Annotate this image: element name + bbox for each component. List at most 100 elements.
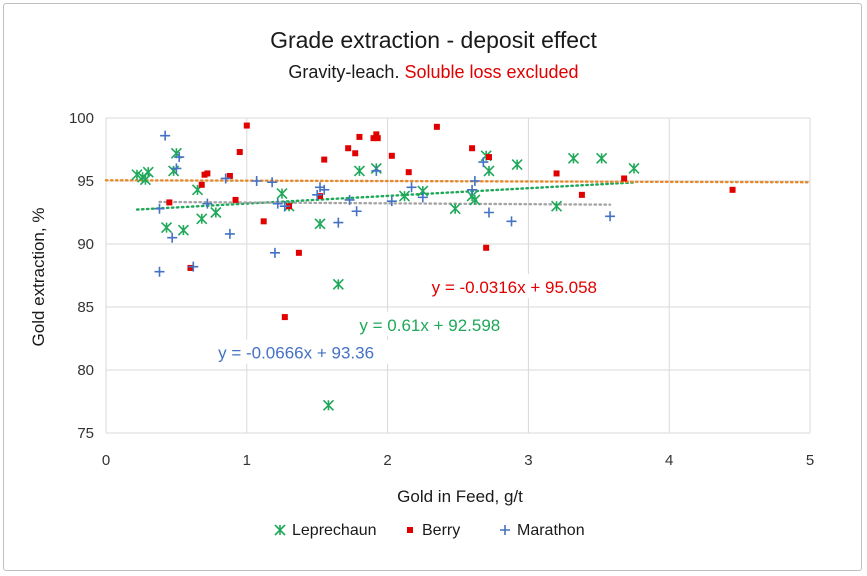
data-point-leprechaun (332, 278, 344, 290)
data-point-berry (469, 145, 476, 152)
data-point-leprechaun (449, 203, 461, 215)
data-point-berry (321, 156, 328, 163)
data-point-berry (374, 135, 381, 142)
data-point-berry (198, 181, 205, 188)
chart-subtitle: Gravity-leach. Soluble loss excluded (0, 62, 867, 83)
data-point-berry (281, 314, 288, 321)
data-point-marathon (188, 261, 199, 272)
data-point-marathon (478, 157, 489, 168)
data-point-leprechaun (276, 188, 288, 200)
legend: Leprechaun Berry Marathon (274, 522, 585, 539)
legend-marker-leprechaun (274, 524, 286, 536)
data-point-marathon (160, 130, 171, 141)
data-point-leprechaun (160, 222, 173, 234)
y-tick-label: 90 (77, 236, 94, 253)
legend-label: Leprechaun (292, 522, 377, 539)
trend-equation-berry: y = -0.0316x + 95.058 (432, 278, 597, 297)
data-point-berry (345, 145, 352, 152)
data-points (131, 122, 736, 411)
data-point-berry (317, 193, 324, 200)
data-point-berry (352, 150, 359, 157)
data-point-berry (236, 149, 243, 156)
data-point-berry (243, 122, 250, 129)
y-tick-label: 95 (77, 173, 94, 190)
x-tick-labels: 0 1 2 3 4 5 (102, 452, 814, 469)
data-point-marathon (272, 198, 283, 209)
y-axis-label: Gold extraction, % (29, 208, 48, 347)
data-point-marathon (154, 266, 165, 277)
data-point-leprechaun (210, 206, 222, 219)
data-point-marathon (506, 216, 517, 227)
data-point-leprechaun (177, 224, 190, 236)
data-point-marathon (251, 176, 262, 186)
data-point-marathon (224, 228, 235, 239)
trend-equation-bg (202, 339, 391, 364)
data-point-leprechaun (483, 165, 495, 177)
y-tick-label: 85 (77, 299, 94, 316)
data-point-marathon (344, 194, 355, 205)
data-point-marathon (154, 203, 165, 214)
data-point-berry (356, 133, 363, 140)
x-tick-label: 0 (102, 452, 110, 469)
data-point-marathon (202, 198, 213, 209)
data-point-leprechaun (511, 159, 523, 171)
data-point-berry (578, 191, 585, 198)
data-point-berry (226, 172, 233, 179)
data-point-marathon (351, 206, 362, 217)
data-point-berry (485, 154, 492, 161)
data-point-berry (187, 264, 194, 271)
grid-lines (105, 117, 811, 434)
data-point-leprechaun (353, 165, 366, 177)
data-point-leprechaun (567, 152, 580, 164)
subtitle-prefix: Gravity-leach. (288, 62, 405, 82)
data-point-marathon (386, 196, 397, 207)
data-point-marathon (371, 165, 382, 176)
data-point-marathon (174, 152, 185, 163)
trend-equations: y = 0.61x + 92.598 y = -0.0316x + 95.058 y… (202, 274, 609, 364)
series-marathon (154, 130, 616, 277)
x-tick-label: 3 (524, 452, 532, 469)
x-tick-label: 5 (806, 452, 814, 469)
data-point-marathon (417, 192, 428, 203)
data-point-leprechaun (142, 166, 154, 178)
data-point-berry (405, 169, 412, 176)
data-point-berry (260, 218, 267, 225)
data-point-berry (166, 199, 173, 206)
data-point-marathon (315, 182, 326, 193)
y-tick-label: 75 (77, 425, 94, 442)
data-point-leprechaun (628, 162, 640, 174)
data-point-marathon (319, 184, 330, 195)
data-point-marathon (167, 232, 178, 243)
data-point-marathon (171, 163, 182, 174)
legend-marker-berry (407, 527, 413, 533)
trend-equation-bg (335, 311, 524, 336)
trend-equation-marathon: y = -0.0666x + 93.36 (218, 344, 374, 363)
data-point-leprechaun (596, 152, 608, 164)
data-point-leprechaun (314, 218, 326, 230)
data-point-berry (370, 135, 377, 142)
data-point-marathon (333, 217, 344, 228)
legend-label: Marathon (517, 522, 585, 539)
data-point-berry (483, 244, 490, 251)
legend-item-leprechaun: Leprechaun (274, 522, 377, 539)
data-point-berry (729, 186, 736, 193)
y-tick-labels: 75 80 85 90 95 100 (69, 110, 94, 442)
y-tick-label: 80 (77, 362, 94, 379)
data-point-berry (373, 131, 380, 138)
data-point-marathon (279, 201, 290, 212)
legend-marker-marathon (500, 525, 510, 535)
data-point-marathon (469, 176, 480, 186)
legend-item-marathon: Marathon (500, 522, 585, 539)
data-point-berry (204, 170, 211, 177)
data-point-leprechaun (131, 169, 143, 181)
data-point-leprechaun (550, 200, 563, 212)
data-point-leprechaun (398, 190, 411, 202)
data-point-berry (295, 249, 302, 256)
data-point-marathon (605, 211, 616, 222)
legend-label: Berry (422, 522, 460, 539)
x-tick-label: 1 (243, 452, 251, 469)
data-point-marathon (483, 207, 494, 218)
trend-equation-leprechaun: y = 0.61x + 92.598 (359, 316, 500, 335)
data-point-berry (433, 123, 440, 130)
